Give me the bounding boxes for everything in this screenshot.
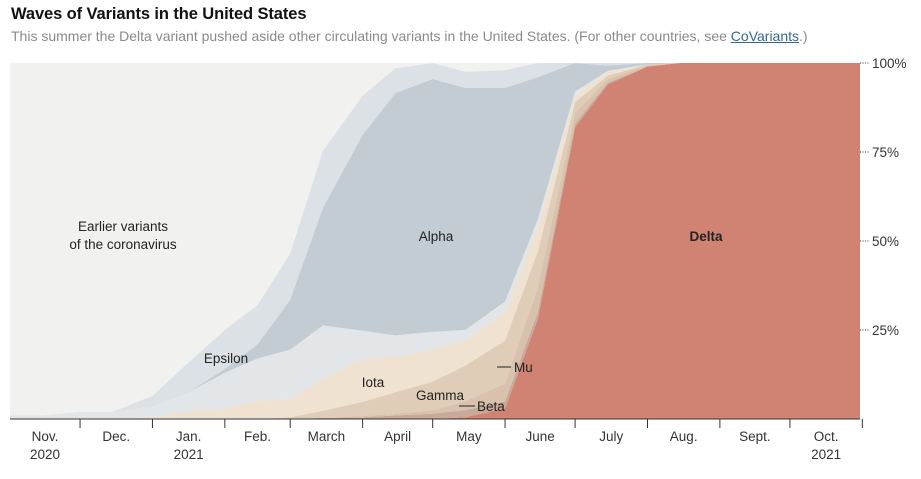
label-iota: Iota [362,375,385,390]
label-delta: Delta [689,229,723,244]
x-tick-year-label: 2020 [30,447,60,462]
x-tick-label: June [525,429,554,444]
x-tick-label: July [599,429,623,444]
label-beta: Beta [477,399,505,414]
label-gamma: Gamma [416,388,465,403]
area-delta [10,63,860,419]
label-epsilon: Epsilon [204,351,248,366]
x-tick-label: Dec. [102,429,130,444]
x-tick-label: Sept. [739,429,771,444]
x-tick-label: Jan. [176,429,202,444]
x-tick-label: April [384,429,411,444]
chart-subtitle: This summer the Delta variant pushed asi… [11,28,808,44]
y-tick-label: 75% [872,145,899,160]
x-tick-label: May [456,429,482,444]
label-mu: Mu [514,360,533,375]
area-alpha [10,63,860,416]
label-earlier-line2: of the coronavirus [69,237,177,252]
x-tick-label: Nov. [32,429,59,444]
x-tick-label: Oct. [814,429,839,444]
x-tick-label: Aug. [670,429,698,444]
y-tick-label: 50% [872,234,899,249]
subtitle-text: This summer the Delta variant pushed asi… [11,28,731,44]
series-areas [10,63,860,419]
x-tick-label: March [308,429,346,444]
area-epsilon [10,63,860,419]
label-alpha: Alpha [419,229,454,244]
x-ticks: Nov. 2020 Dec. Jan. 2021 Feb. March April May Jun… [30,419,863,462]
label-earlier-line1: Earlier variants [78,219,168,234]
x-tick-label: Feb. [244,429,271,444]
chart-title: Waves of Variants in the United States [11,5,307,23]
y-ticks: 100% 75% 50% 25% [860,56,907,338]
y-tick-label: 25% [872,323,899,338]
covariants-link[interactable]: CoVariants [730,28,800,44]
x-tick-year-label: 2021 [174,447,204,462]
subtitle-end: .) [799,28,808,44]
x-tick-year-label: 2021 [811,447,841,462]
y-tick-label: 100% [872,56,907,71]
